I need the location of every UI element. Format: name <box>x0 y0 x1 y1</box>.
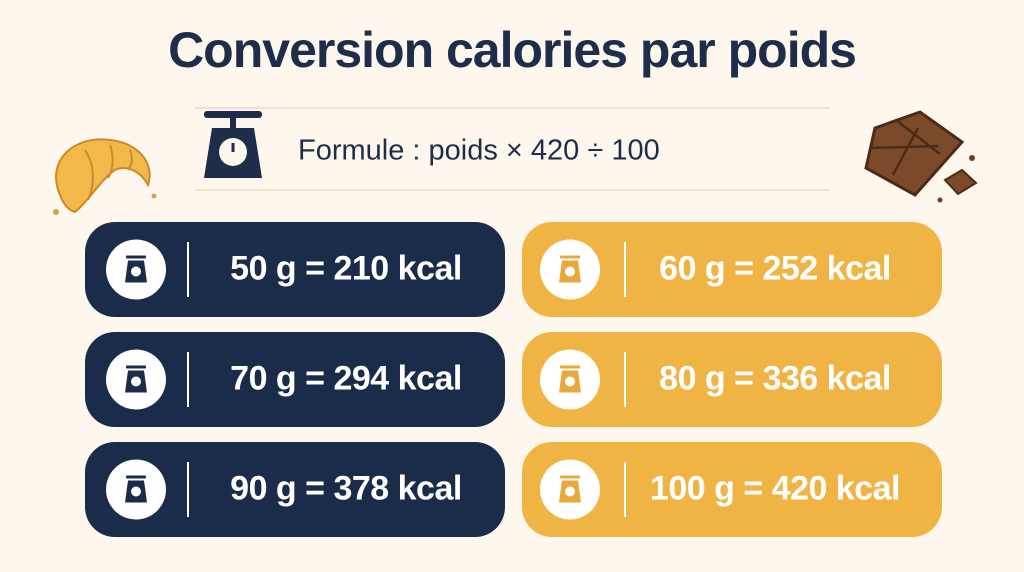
scale-top <box>126 255 146 259</box>
scale-icon <box>559 365 581 393</box>
card: 80 g = 336 kcal <box>522 332 942 427</box>
scale-dial <box>565 376 575 387</box>
scale-icon <box>125 255 147 283</box>
card: 90 g = 378 kcal <box>85 442 505 537</box>
formula: Formule : poids × 420 ÷ 100 <box>298 135 660 167</box>
card-label: 90 g = 378 kcal <box>230 469 462 507</box>
scale-dial <box>565 266 575 277</box>
scale-icon <box>125 365 147 393</box>
scale-dial <box>131 376 141 387</box>
card: 70 g = 294 kcal <box>85 332 505 427</box>
title: Conversion calories par poids <box>168 22 856 78</box>
card-label: 100 g = 420 kcal <box>650 469 900 507</box>
scale-top <box>560 255 580 259</box>
croissant-illustration <box>53 138 157 215</box>
card-label: 50 g = 210 kcal <box>230 249 462 287</box>
scale-top <box>126 365 146 369</box>
card-label: 70 g = 294 kcal <box>230 359 462 397</box>
card-label: 60 g = 252 kcal <box>659 249 891 287</box>
chocolate-illustration <box>864 110 978 203</box>
card-background <box>85 222 505 317</box>
card-background <box>85 332 505 427</box>
card-background <box>522 222 942 317</box>
card: 50 g = 210 kcal <box>85 222 505 317</box>
scale-dial <box>131 486 141 497</box>
card-background <box>85 442 505 537</box>
scale-top <box>126 475 146 479</box>
card: 100 g = 420 kcal <box>522 442 942 537</box>
scale-icon <box>125 475 147 503</box>
card-label: 80 g = 336 kcal <box>659 359 891 397</box>
card-background <box>522 442 942 537</box>
card: 60 g = 252 kcal <box>522 222 942 317</box>
scale-icon <box>559 475 581 503</box>
card-background <box>522 332 942 427</box>
scale-dial <box>131 266 141 277</box>
scale-dial <box>565 486 575 497</box>
scale-icon <box>559 255 581 283</box>
cards: 50 g = 210 kcal 60 g = 252 kcal 70 g = 294… <box>85 222 942 537</box>
scale-top <box>560 475 580 479</box>
scale-top <box>560 365 580 369</box>
scale-icon <box>204 111 262 178</box>
